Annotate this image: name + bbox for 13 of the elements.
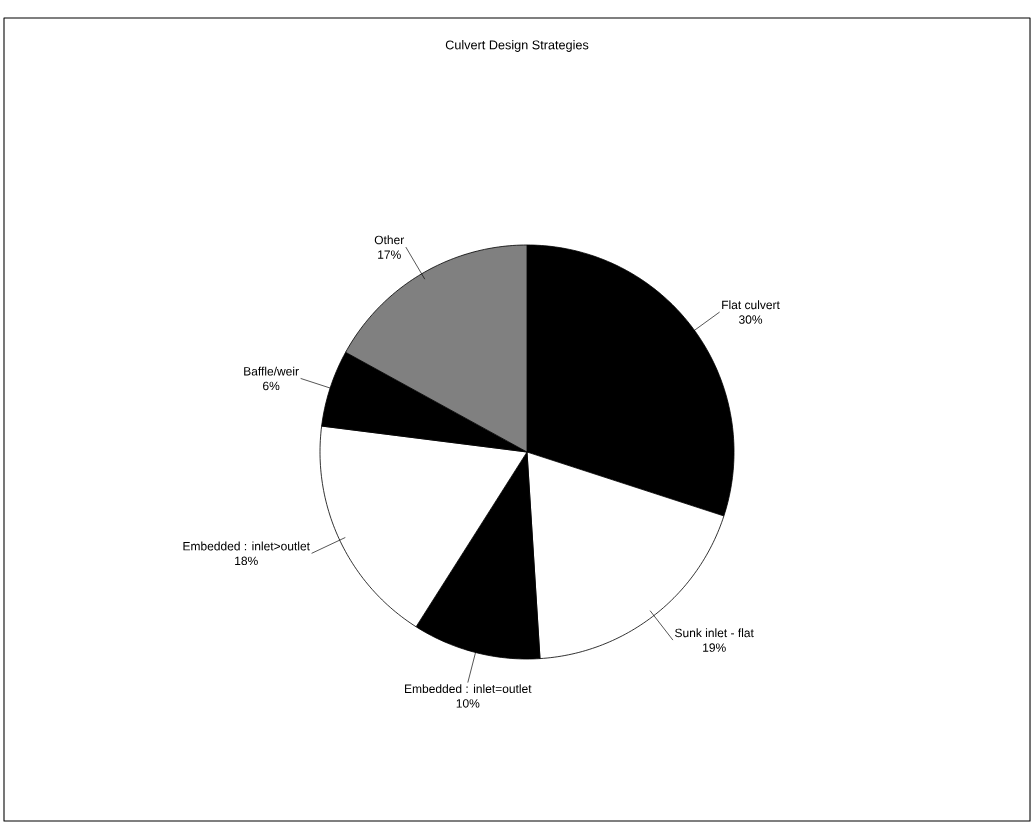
slice-label: Other [374,235,405,245]
data-label: 30% [739,315,763,324]
chart-title: Culvert Design Strategies [445,40,589,52]
data-label: 10% [456,699,480,708]
slice-label: Flat culvert [722,300,780,310]
slice-label: Embedded : inlet=outlet [405,684,532,693]
data-label: 6% [263,381,280,391]
slice-label: Sunk inlet - flat [675,628,754,638]
data-label: 17% [378,250,401,259]
data-label: 18% [235,556,258,566]
slice-label: Embedded : inlet>outlet [183,541,310,551]
data-label: 19% [703,643,726,652]
slice-label: Baffle/weir [244,366,299,376]
